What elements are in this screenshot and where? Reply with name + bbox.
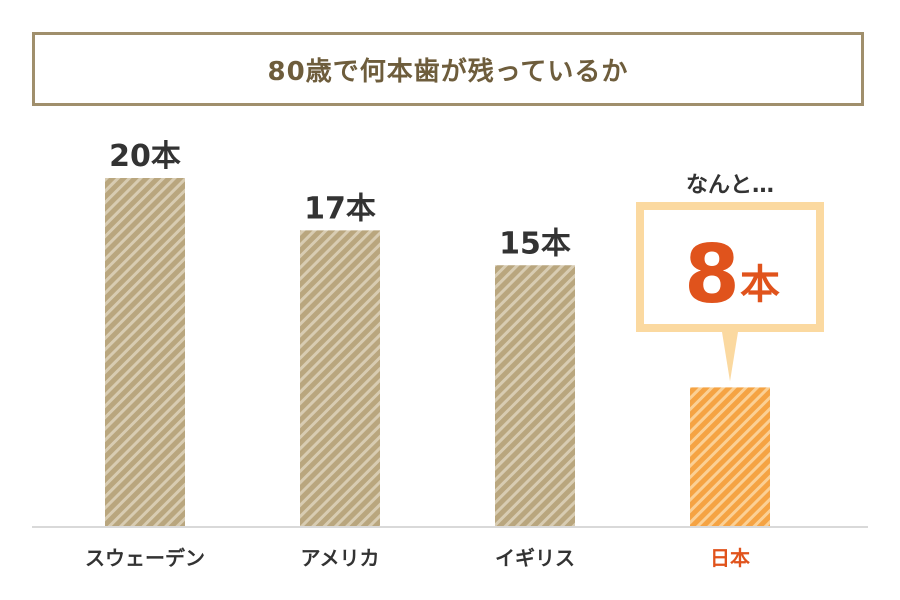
- bar-2: [300, 230, 380, 527]
- x-tick-label-3: イギリス: [495, 546, 575, 570]
- data-label-4: 8: [684, 228, 740, 321]
- callout-box: [636, 202, 824, 332]
- chart-title-box: 80歳で何本歯が残っているか: [32, 32, 864, 106]
- data-label-2: 17本: [304, 191, 376, 226]
- bar-3: [495, 265, 575, 527]
- bar-4: [690, 387, 770, 527]
- data-label-1: 20本: [109, 139, 181, 174]
- x-tick-label-2: アメリカ: [301, 546, 380, 570]
- bar-1: [105, 178, 185, 527]
- callout-pointer: [722, 332, 738, 382]
- data-label-3: 15本: [499, 226, 571, 261]
- x-tick-label-4: 日本: [710, 546, 750, 570]
- chart-title: 80歳で何本歯が残っているか: [267, 56, 629, 87]
- callout-unit: 本: [740, 262, 780, 308]
- x-tick-label-1: スウェーデン: [85, 546, 205, 570]
- callout-prefix: なんと…: [686, 173, 774, 198]
